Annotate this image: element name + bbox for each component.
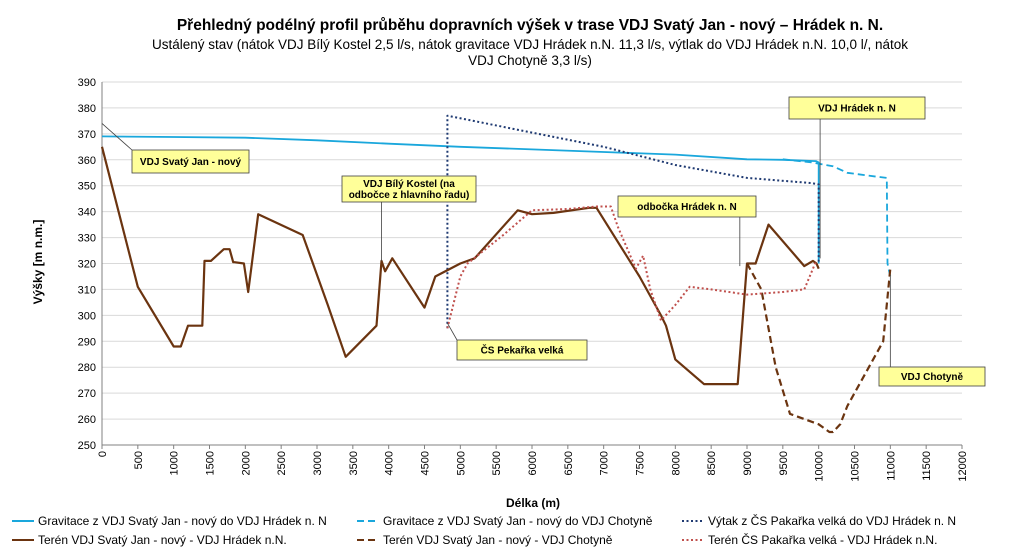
x-tick-label: 2500 (276, 451, 288, 475)
y-tick-label: 310 (78, 284, 96, 296)
series-line-6 (446, 205, 819, 329)
x-tick-label: 10500 (850, 451, 862, 482)
series-lines (100, 114, 892, 434)
series-line-2 (782, 158, 892, 277)
annotation-connector (101, 123, 133, 151)
y-tick-label: 300 (78, 310, 96, 322)
y-axis-title: Výšky [m n.m.] (31, 220, 45, 305)
chart-subtitle-line-1: Ustálený stav (nátok VDJ Bílý Kostel 2,5… (152, 37, 908, 52)
annotation-label: VDJ Hrádek n. N (818, 104, 896, 115)
legend-label-4: Terén VDJ Svatý Jan - nový - VDJ Hrádek … (38, 533, 287, 547)
annotation-label: ČS Pekařka velká (481, 344, 564, 357)
x-tick-label: 3000 (312, 451, 324, 475)
legend-label-1: Gravitace z VDJ Svatý Jan - nový do VDJ … (38, 514, 327, 528)
x-tick-label: 8000 (670, 451, 682, 475)
x-tick-label: 12000 (957, 451, 969, 482)
legend-label-5: Terén VDJ Svatý Jan - nový - VDJ Chotyně (383, 533, 613, 547)
annotation-label: odbočka Hrádek n. N (637, 202, 736, 213)
x-tick-label: 9500 (778, 451, 790, 475)
series-line-1 (101, 135, 820, 264)
x-tick-label: 7500 (635, 451, 647, 475)
x-tick-label: 2000 (240, 451, 252, 475)
y-tick-label: 370 (78, 129, 96, 141)
y-tick-labels: 250 260 270 280 290 300 310 320 330 340 350 360 370 3… (78, 77, 96, 452)
annotation-box (131, 149, 250, 174)
x-tick-label: 6000 (527, 451, 539, 475)
annotation-box (341, 175, 477, 203)
legend-label-2: Gravitace z VDJ Svatý Jan - nový do VDJ … (383, 514, 653, 528)
x-tick-label: 500 (133, 451, 145, 469)
y-tick-label: 340 (78, 207, 96, 219)
legend-label-3: Výtak z ČS Pakařka velká do VDJ Hrádek n… (708, 513, 956, 528)
y-tick-label: 280 (78, 362, 96, 374)
annotation-label: VDJ Chotyně (901, 372, 964, 383)
legend-label-6: Terén ČS Pakařka velká - VDJ Hrádek n.N. (708, 532, 937, 547)
annotation-connector (447, 322, 458, 341)
series-line-3 (446, 114, 820, 329)
y-tick-label: 390 (78, 77, 96, 89)
annotation-label: VDJ Bílý Kostel (na (363, 179, 455, 190)
y-tick-label: 380 (78, 103, 96, 115)
x-tick-label: 8500 (706, 451, 718, 475)
annotation-box (788, 96, 926, 120)
annotation-box (456, 339, 588, 361)
y-tick-label: 330 (78, 233, 96, 245)
series-line-4 (100, 146, 820, 386)
chart-subtitle-line-2: VDJ Chotyně 3,3 l/s) (468, 53, 592, 68)
x-tick-label: 7000 (599, 451, 611, 475)
y-tick-label: 260 (78, 414, 96, 426)
x-tick-label: 4000 (384, 451, 396, 475)
x-axis-title: Délka (m) (506, 496, 560, 510)
y-tick-label: 320 (78, 259, 96, 271)
x-tick-label: 0 (97, 451, 109, 457)
axes (101, 82, 963, 449)
x-tick-label: 11500 (921, 451, 933, 481)
x-tick-labels: 0 500 1000 1500 2000 2500 3000 3500 4000 4500 5000… (97, 451, 969, 482)
annotation-label: odbočce z hlavního řadu) (349, 190, 470, 201)
chart-title: Přehledný podélný profil průběhu dopravn… (177, 17, 883, 34)
series-line-5 (746, 262, 892, 434)
x-tick-label: 3500 (348, 451, 360, 475)
x-tick-label: 5000 (455, 451, 467, 475)
y-tick-label: 250 (78, 440, 96, 452)
y-tick-label: 270 (78, 388, 96, 400)
x-tick-label: 10000 (814, 451, 826, 482)
annotation-label: VDJ Svatý Jan - nový (140, 157, 242, 168)
x-tick-label: 5500 (491, 451, 503, 475)
x-tick-label: 1500 (205, 451, 217, 475)
x-tick-label: 6500 (563, 451, 575, 475)
x-tick-label: 9000 (742, 451, 754, 475)
y-tick-label: 360 (78, 155, 96, 167)
x-tick-label: 4500 (420, 451, 432, 475)
annotation-box (617, 195, 757, 218)
annotation-box (878, 366, 986, 387)
x-tick-label: 1000 (169, 451, 181, 475)
legend: Gravitace z VDJ Svatý Jan - nový do VDJ … (12, 513, 956, 547)
y-tick-label: 290 (78, 336, 96, 348)
y-tick-label: 350 (78, 181, 96, 193)
x-tick-label: 11000 (885, 451, 897, 481)
